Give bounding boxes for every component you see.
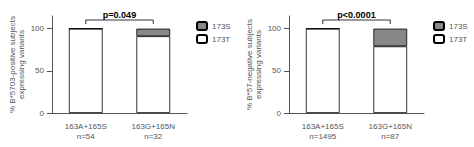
svg-text:0: 0 bbox=[40, 109, 45, 118]
svg-text:n=54: n=54 bbox=[77, 132, 96, 141]
svg-text:173T: 173T bbox=[449, 35, 467, 44]
svg-text:50: 50 bbox=[272, 66, 281, 75]
svg-text:expressing variants: expressing variants bbox=[17, 30, 26, 99]
svg-text:173T: 173T bbox=[212, 35, 230, 44]
svg-text:n=32: n=32 bbox=[144, 132, 163, 141]
svg-text:100: 100 bbox=[31, 24, 45, 33]
svg-text:163G+165N: 163G+165N bbox=[369, 122, 413, 131]
svg-text:n=87: n=87 bbox=[381, 132, 400, 141]
svg-text:50: 50 bbox=[35, 66, 44, 75]
svg-text:% B*57-negative subjects: % B*57-negative subjects bbox=[245, 19, 254, 110]
svg-text:163A+165S: 163A+165S bbox=[65, 122, 107, 131]
svg-text:173S: 173S bbox=[449, 22, 468, 31]
svg-text:0: 0 bbox=[277, 109, 282, 118]
svg-text:% B*5703-positive subjects: % B*5703-positive subjects bbox=[8, 16, 17, 113]
svg-text:n=1495: n=1495 bbox=[309, 132, 336, 141]
svg-text:expressing variants: expressing variants bbox=[254, 30, 263, 99]
svg-text:100: 100 bbox=[268, 24, 282, 33]
svg-text:173S: 173S bbox=[212, 22, 231, 31]
svg-text:p=0.049: p=0.049 bbox=[103, 10, 136, 20]
svg-text:163A+165S: 163A+165S bbox=[302, 122, 344, 131]
svg-text:p<0.0001: p<0.0001 bbox=[337, 10, 375, 20]
svg-text:163G+165N: 163G+165N bbox=[132, 122, 176, 131]
